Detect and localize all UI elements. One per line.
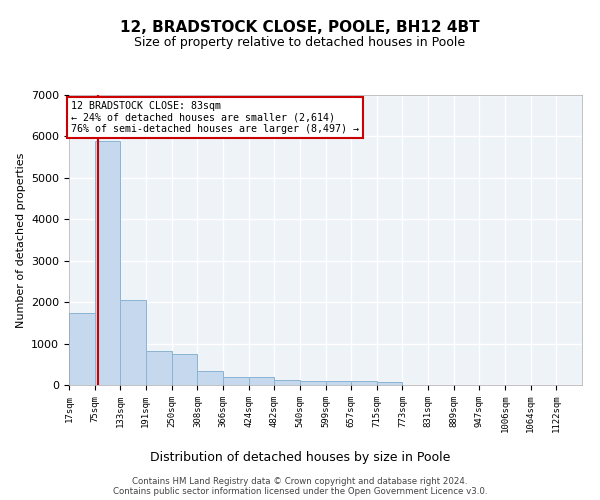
- Bar: [146, 351, 172, 385]
- Bar: [352, 382, 377, 385]
- Text: Contains public sector information licensed under the Open Government Licence v3: Contains public sector information licen…: [113, 486, 487, 496]
- Text: Contains HM Land Registry data © Crown copyright and database right 2024.: Contains HM Land Registry data © Crown c…: [132, 476, 468, 486]
- Bar: [377, 382, 403, 385]
- Bar: [223, 377, 248, 385]
- Text: 12, BRADSTOCK CLOSE, POOLE, BH12 4BT: 12, BRADSTOCK CLOSE, POOLE, BH12 4BT: [120, 20, 480, 35]
- Bar: [326, 381, 352, 385]
- Bar: [299, 381, 326, 385]
- Bar: [120, 300, 146, 385]
- Text: Distribution of detached houses by size in Poole: Distribution of detached houses by size …: [150, 451, 450, 464]
- Text: 12 BRADSTOCK CLOSE: 83sqm
← 24% of detached houses are smaller (2,614)
76% of se: 12 BRADSTOCK CLOSE: 83sqm ← 24% of detac…: [71, 101, 359, 134]
- Text: Size of property relative to detached houses in Poole: Size of property relative to detached ho…: [134, 36, 466, 49]
- Bar: [248, 377, 274, 385]
- Bar: [274, 380, 299, 385]
- Bar: [95, 140, 120, 385]
- Bar: [172, 354, 197, 385]
- Y-axis label: Number of detached properties: Number of detached properties: [16, 152, 26, 328]
- Bar: [69, 312, 95, 385]
- Bar: [197, 370, 223, 385]
